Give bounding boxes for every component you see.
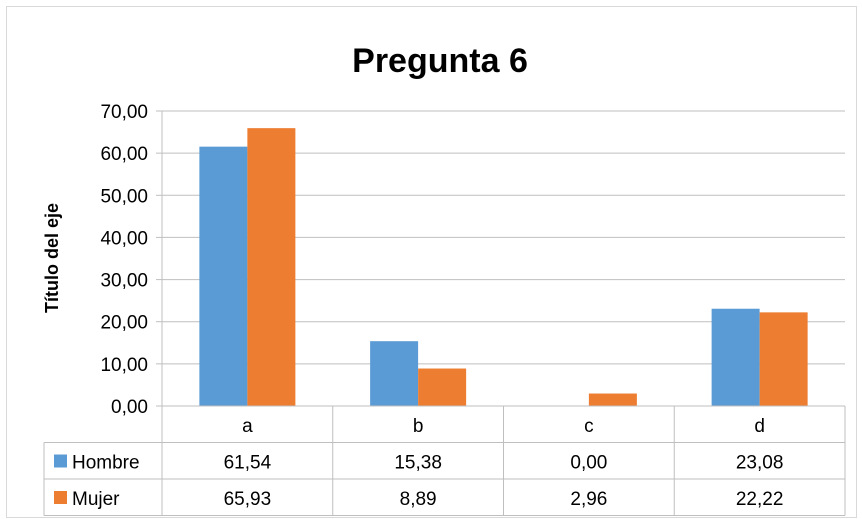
bar-hombre-b [370, 341, 419, 406]
y-tick-label: 20,00 [100, 313, 148, 334]
y-axis-ticks: 0,00 10,00 20,00 30,00 40,00 50,00 60,00 70,00 [100, 102, 162, 418]
bar-hombre-a [199, 146, 248, 406]
data-label: 2,96 [570, 489, 607, 510]
y-tick-label: 40,00 [100, 228, 148, 249]
bar-mujer-b [418, 368, 467, 406]
data-label: 65,93 [224, 489, 272, 510]
y-tick-label: 70,00 [100, 102, 148, 123]
bar-mujer-a [247, 128, 296, 406]
data-label: 15,38 [394, 453, 442, 474]
legend-key-mujer [54, 491, 67, 504]
y-tick-label: 0,00 [111, 397, 148, 418]
bars [199, 128, 808, 406]
data-table: a b c d Hombre 61,54 15,38 0,00 23,08 Mujer 65,93 8… [43, 111, 846, 516]
legend-key-hombre [54, 454, 67, 468]
x-tick-label: d [754, 416, 765, 437]
data-label: 22,22 [736, 489, 784, 510]
data-label: 61,54 [224, 453, 272, 474]
data-label: 0,00 [570, 453, 607, 474]
legend-label: Hombre [72, 453, 140, 474]
chart-border [6, 6, 857, 518]
bar-hombre-d [711, 308, 760, 406]
x-tick-label: a [242, 416, 253, 437]
legend-label: Mujer [72, 489, 120, 510]
y-tick-label: 30,00 [100, 271, 148, 292]
data-label: 23,08 [736, 453, 784, 474]
x-tick-label: b [413, 416, 424, 437]
bar-mujer-d [759, 312, 808, 406]
bar-mujer-c [588, 393, 637, 406]
chart-title: Pregunta 6 [352, 42, 528, 80]
y-tick-label: 50,00 [100, 186, 148, 207]
data-label: 8,89 [400, 489, 437, 510]
x-tick-label: c [584, 416, 594, 437]
y-tick-label: 60,00 [100, 144, 148, 165]
y-axis-label: Título del eje [42, 203, 62, 313]
y-tick-label: 10,00 [100, 355, 148, 376]
